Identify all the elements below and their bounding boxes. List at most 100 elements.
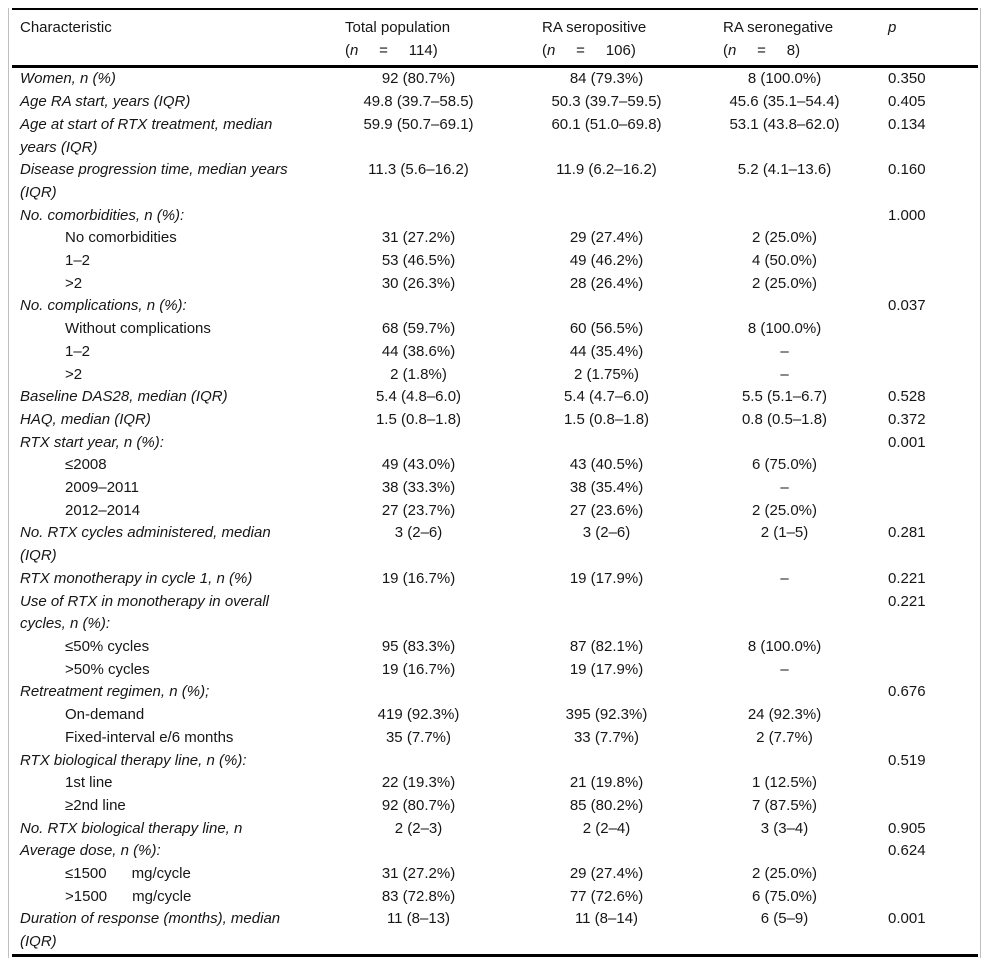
table-row: RTX monotherapy in cycle 1, n (%) 19 (16.… xyxy=(12,568,978,591)
row-label: Baseline DAS28, median (IQR) xyxy=(20,388,228,406)
cell-seropos: 33 (7.7%) xyxy=(573,728,640,746)
cell-total: 53 (46.5%) xyxy=(381,252,456,270)
row-label: No. RTX biological therapy line, n xyxy=(20,819,243,837)
table-row: >50% cycles 19 (16.7%) 19 (17.9%) – xyxy=(12,659,978,682)
cell-p xyxy=(856,273,978,296)
col-n-count: (n = 8) xyxy=(723,41,801,59)
cell-seroneg xyxy=(713,432,856,455)
cell-total: 35 (7.7%) xyxy=(385,728,452,746)
cell-seropos: 19 (17.9%) xyxy=(569,660,644,678)
cell-seroneg: 8 (100.0%) xyxy=(747,70,822,88)
right-edge-line xyxy=(980,8,981,958)
cell-p: 0.160 xyxy=(888,161,926,179)
table-header: Characteristic Total population (n = 114… xyxy=(12,9,978,69)
cell-seroneg: 8 (100.0%) xyxy=(747,637,822,655)
cell-seropos: 395 (92.3%) xyxy=(565,706,648,724)
cell-seropos: 11 (8–14) xyxy=(574,910,639,928)
cell-seropos: 2 (1.75%) xyxy=(573,365,640,383)
row-label: Retreatment regimen, n (%); xyxy=(20,683,210,701)
cell-total: 92 (80.7%) xyxy=(381,796,456,814)
cell-total xyxy=(337,205,500,228)
table-row: No comorbidities 31 (27.2%) 29 (27.4%) 2 (2… xyxy=(12,227,978,250)
cell-total: 3 (2–6) xyxy=(394,524,443,542)
row-label: On-demand xyxy=(65,706,145,724)
cell-p: 0.528 xyxy=(888,388,926,406)
cell-seroneg: 53.1 (43.8–62.0) xyxy=(729,115,840,133)
cell-p: 0.001 xyxy=(888,433,926,451)
left-edge-line xyxy=(8,8,9,958)
cell-seroneg: 24 (92.3%) xyxy=(747,706,822,724)
row-label: Use of RTX in monotherapy in overall cyc… xyxy=(20,592,270,633)
cell-seroneg: 2 (25.0%) xyxy=(751,501,818,519)
table-row: Retreatment regimen, n (%); 0.676 xyxy=(12,681,978,704)
cell-seroneg: 45.6 (35.1–54.4) xyxy=(729,93,840,111)
cell-total: 19 (16.7%) xyxy=(381,660,456,678)
row-label: 1–2 xyxy=(65,342,91,360)
row-label: 2012–2014 xyxy=(65,501,141,519)
table-row: No. RTX biological therapy line, n 2 (2–3… xyxy=(12,818,978,841)
cell-p xyxy=(856,227,978,250)
cell-seroneg xyxy=(713,681,856,704)
cell-seroneg xyxy=(713,591,856,636)
table-row: ≤2008 49 (43.0%) 43 (40.5%) 6 (75.0%) xyxy=(12,454,978,477)
cell-p xyxy=(856,659,978,682)
cell-total: 2 (1.8%) xyxy=(390,365,447,383)
table-row: Duration of response (months), median (I… xyxy=(12,908,978,955)
table-row: ≤50% cycles 95 (83.3%) 87 (82.1%) 8 (100.0%… xyxy=(12,636,978,659)
table-body: Women, n (%) 92 (80.7%) 84 (79.3%) 8 (100.0… xyxy=(12,67,978,955)
row-label: Duration of response (months), median (I… xyxy=(20,910,281,951)
col-n-count: (n = 106) xyxy=(542,41,636,59)
cell-seroneg: 6 (5–9) xyxy=(760,910,809,928)
cell-p: 0.281 xyxy=(888,524,926,542)
cell-total xyxy=(337,432,500,455)
cell-total: 1.5 (0.8–1.8) xyxy=(375,410,462,428)
col-n-count: (n = 114) xyxy=(345,41,438,59)
row-label: >50% cycles xyxy=(65,660,150,678)
cell-seroneg: 7 (87.5%) xyxy=(751,796,818,814)
cell-total: 2 (2–3) xyxy=(394,819,443,837)
table-row: >2 30 (26.3%) 28 (26.4%) 2 (25.0%) xyxy=(12,273,978,296)
table-row: >1500 mg/cycle 83 (72.8%) 77 (72.6%) 6 (75.… xyxy=(12,886,978,909)
cell-seroneg xyxy=(713,750,856,773)
col-header-p-value: p xyxy=(856,9,978,69)
cell-total: 22 (19.3%) xyxy=(381,774,456,792)
col-header-characteristic: Characteristic xyxy=(12,9,337,69)
cell-seropos: 27 (23.6%) xyxy=(569,501,644,519)
row-label: No. complications, n (%): xyxy=(20,297,187,315)
cell-seroneg: 2 (25.0%) xyxy=(751,274,818,292)
cell-total: 11 (8–13) xyxy=(386,910,451,928)
cell-seroneg: – xyxy=(780,479,789,497)
cell-seropos xyxy=(500,750,713,773)
cell-total: 11.3 (5.6–16.2) xyxy=(368,161,469,179)
cell-seroneg: 2 (1–5) xyxy=(760,524,809,542)
cell-total: 27 (23.7%) xyxy=(381,501,456,519)
row-label: 1–2 xyxy=(65,252,91,270)
cell-seropos: 1.5 (0.8–1.8) xyxy=(563,410,650,428)
cell-seropos: 84 (79.3%) xyxy=(569,70,644,88)
row-label: 2009–2011 xyxy=(65,479,139,497)
cell-p xyxy=(856,704,978,727)
cell-p xyxy=(856,886,978,909)
patient-characteristics-table: Characteristic Total population (n = 114… xyxy=(12,8,978,957)
table-row: 1–2 44 (38.6%) 44 (35.4%) – xyxy=(12,341,978,364)
table-row: RTX biological therapy line, n (%): 0.519 xyxy=(12,750,978,773)
cell-total: 95 (83.3%) xyxy=(381,637,456,655)
table-row: Age RA start, years (IQR) 49.8 (39.7–58.5… xyxy=(12,91,978,114)
cell-seroneg: 6 (75.0%) xyxy=(751,887,818,905)
row-label: RTX monotherapy in cycle 1, n (%) xyxy=(20,569,253,587)
col-header-ra-seronegative: RA seronegative (n = 8) xyxy=(713,9,856,69)
cell-p xyxy=(856,364,978,387)
cell-seropos: 85 (80.2%) xyxy=(569,796,644,814)
row-label: No comorbidities xyxy=(65,229,177,247)
table-row: Use of RTX in monotherapy in overall cyc… xyxy=(12,591,978,636)
cell-total: 59.9 (50.7–69.1) xyxy=(363,115,474,133)
row-label: >2 xyxy=(65,365,83,383)
cell-total xyxy=(337,681,500,704)
cell-seroneg: 8 (100.0%) xyxy=(747,320,822,338)
table-row: 1st line 22 (19.3%) 21 (19.8%) 1 (12.5%) xyxy=(12,772,978,795)
cell-total: 31 (27.2%) xyxy=(381,865,456,883)
table-row: RTX start year, n (%): 0.001 xyxy=(12,432,978,455)
cell-seroneg: – xyxy=(780,342,789,360)
cell-seroneg xyxy=(713,295,856,318)
